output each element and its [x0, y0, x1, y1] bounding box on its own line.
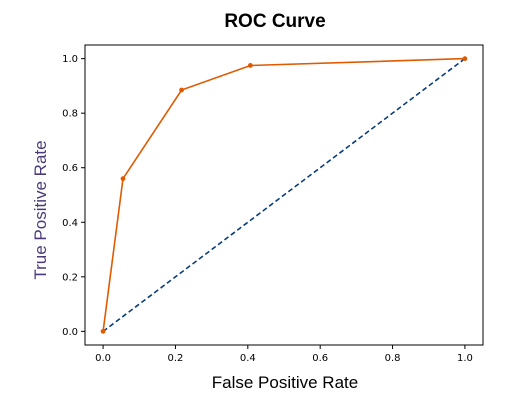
roc-point — [179, 87, 185, 93]
y-tick-label: 1.0 — [62, 54, 78, 65]
plot-frame — [84, 44, 484, 346]
y-axis-label: True Positive Rate — [31, 140, 50, 279]
roc-point — [100, 328, 106, 334]
x-axis-label: False Positive Rate — [212, 373, 358, 392]
x-tick-label: 0.0 — [95, 353, 111, 364]
x-tick-label: 0.4 — [240, 353, 256, 364]
roc-point — [462, 56, 468, 62]
y-tick-label: 0.2 — [62, 272, 78, 283]
diagonal-reference-line — [102, 57, 466, 333]
y-tick-label: 0.0 — [62, 327, 78, 338]
y-tick-label: 0.8 — [62, 109, 78, 120]
y-tick-label: 0.4 — [62, 218, 78, 229]
x-tick-label: 1.0 — [457, 353, 473, 364]
x-tick-label: 0.6 — [312, 353, 328, 364]
x-tick-label: 0.2 — [168, 353, 184, 364]
roc-point — [120, 176, 126, 182]
x-tick-label: 0.8 — [385, 353, 401, 364]
roc-point — [247, 63, 253, 68]
y-tick-label: 0.6 — [62, 163, 78, 174]
chart-title: ROC Curve — [224, 11, 325, 32]
plot-area: 0.0 0.2 0.4 0.6 0.8 1.0 0.0 0.2 0.4 0.6 0.8 1.0 — [62, 44, 484, 364]
